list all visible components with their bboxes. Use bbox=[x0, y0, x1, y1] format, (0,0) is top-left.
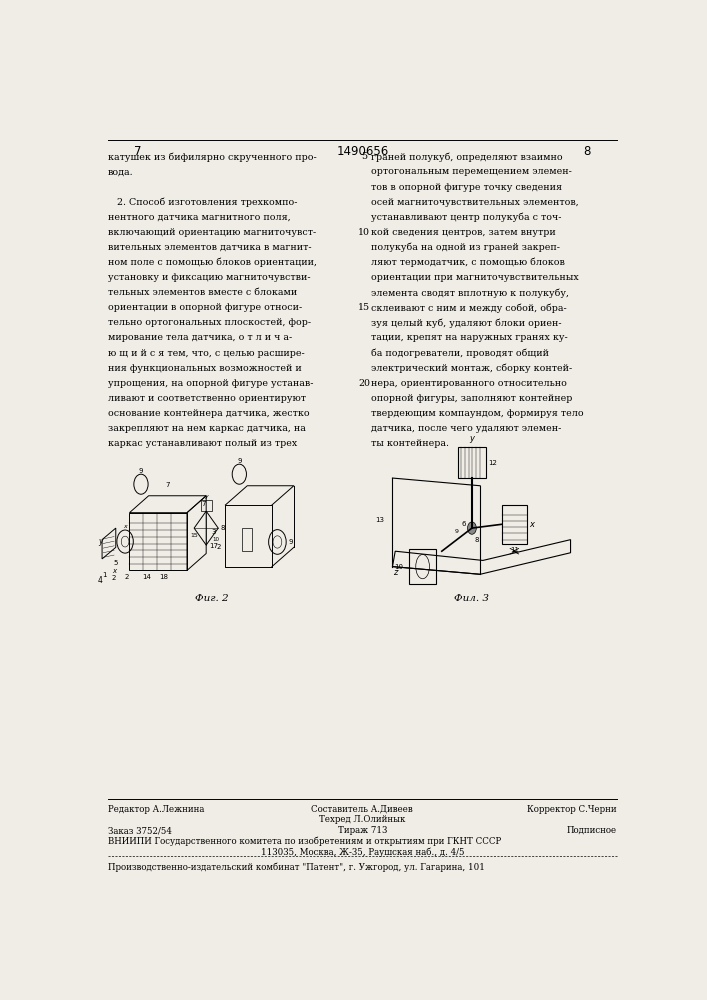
Text: ортогональным перемещением элемен-: ортогональным перемещением элемен- bbox=[370, 167, 571, 176]
Text: мирование тела датчика, о т л и ч а-: мирование тела датчика, о т л и ч а- bbox=[107, 333, 292, 342]
Text: 7: 7 bbox=[201, 501, 206, 507]
Text: y: y bbox=[204, 494, 208, 499]
Text: 20: 20 bbox=[358, 379, 370, 388]
Text: граней полукуб, определяют взаимно: граней полукуб, определяют взаимно bbox=[370, 152, 562, 162]
Text: 1490656: 1490656 bbox=[337, 145, 388, 158]
Text: ном поле с помощью блоков ориентации,: ном поле с помощью блоков ориентации, bbox=[107, 258, 317, 267]
Text: z: z bbox=[393, 568, 397, 577]
Text: ВНИИПИ Государственного комитета по изобретениям и открытиям при ГКНТ СССР: ВНИИПИ Государственного комитета по изоб… bbox=[107, 837, 501, 846]
Bar bbox=[201, 500, 211, 511]
Text: x: x bbox=[530, 520, 534, 529]
Text: каркас устанавливают полый из трех: каркас устанавливают полый из трех bbox=[107, 439, 297, 448]
Text: 2. Способ изготовления трехкомпо-: 2. Способ изготовления трехкомпо- bbox=[107, 198, 297, 207]
Text: полукуба на одной из граней закреп-: полукуба на одной из граней закреп- bbox=[370, 243, 559, 252]
Text: 10: 10 bbox=[358, 228, 370, 237]
Text: датчика, после чего удаляют элемен-: датчика, после чего удаляют элемен- bbox=[370, 424, 561, 433]
Text: ния функциональных возможностей и: ния функциональных возможностей и bbox=[107, 364, 301, 373]
Text: 15: 15 bbox=[358, 303, 370, 312]
Text: 2: 2 bbox=[124, 574, 129, 580]
Text: тации, крепят на наружных гранях ку-: тации, крепят на наружных гранях ку- bbox=[370, 333, 567, 342]
Text: y: y bbox=[469, 434, 474, 443]
Text: вода.: вода. bbox=[107, 167, 133, 176]
Text: x: x bbox=[112, 568, 117, 574]
Text: элемента сводят вплотную к полукубу,: элемента сводят вплотную к полукубу, bbox=[370, 288, 568, 298]
Text: Составитель А.Дивеев: Составитель А.Дивеев bbox=[312, 805, 413, 814]
Text: тельно ортогональных плоскостей, фор-: тельно ортогональных плоскостей, фор- bbox=[107, 318, 310, 327]
Text: 11: 11 bbox=[510, 547, 519, 553]
Text: 9: 9 bbox=[139, 468, 144, 474]
Text: ба подогреватели, проводят общий: ба подогреватели, проводят общий bbox=[370, 349, 549, 358]
Text: 5: 5 bbox=[361, 152, 367, 161]
Text: Фил. 3: Фил. 3 bbox=[455, 594, 489, 603]
Text: нера, ориентированного относительно: нера, ориентированного относительно bbox=[370, 379, 566, 388]
Text: 14: 14 bbox=[142, 574, 151, 580]
Text: ты контейнера.: ты контейнера. bbox=[370, 439, 448, 448]
Bar bbox=[129, 513, 187, 570]
Text: ориентации при магниточувствительных: ориентации при магниточувствительных bbox=[370, 273, 578, 282]
Bar bbox=[409, 549, 436, 584]
Text: ю щ и й с я тем, что, с целью расшире-: ю щ и й с я тем, что, с целью расшире- bbox=[107, 349, 304, 358]
Text: устанавливают центр полукуба с точ-: устанавливают центр полукуба с точ- bbox=[370, 213, 561, 222]
Text: склеивают с ним и между собой, обра-: склеивают с ним и между собой, обра- bbox=[370, 303, 566, 313]
Text: 4: 4 bbox=[98, 576, 103, 585]
Text: Подписное: Подписное bbox=[567, 826, 617, 835]
Text: x: x bbox=[123, 524, 127, 529]
Text: 10: 10 bbox=[213, 537, 220, 542]
Text: нентного датчика магнитного поля,: нентного датчика магнитного поля, bbox=[107, 213, 291, 222]
Text: 6: 6 bbox=[462, 521, 467, 527]
Text: 8: 8 bbox=[583, 145, 590, 158]
Text: установку и фиксацию магниточувстви-: установку и фиксацию магниточувстви- bbox=[107, 273, 310, 282]
Text: 9: 9 bbox=[237, 458, 242, 464]
Text: основание контейнера датчика, жестко: основание контейнера датчика, жестко bbox=[107, 409, 309, 418]
Text: вительных элементов датчика в магнит-: вительных элементов датчика в магнит- bbox=[107, 243, 311, 252]
Text: 9: 9 bbox=[454, 529, 458, 534]
Text: 18: 18 bbox=[160, 574, 168, 580]
Bar bbox=[242, 528, 252, 551]
Text: 8: 8 bbox=[474, 537, 479, 543]
Text: Корректор С.Черни: Корректор С.Черни bbox=[527, 805, 617, 814]
Circle shape bbox=[467, 522, 477, 534]
Text: Редактор А.Лежнина: Редактор А.Лежнина bbox=[107, 805, 204, 814]
Text: Техред Л.Олийнык: Техред Л.Олийнык bbox=[319, 815, 406, 824]
Text: упрощения, на опорной фигуре устанав-: упрощения, на опорной фигуре устанав- bbox=[107, 379, 313, 388]
Bar bbox=[502, 505, 527, 544]
Text: 7: 7 bbox=[134, 145, 141, 158]
Text: 3: 3 bbox=[211, 529, 216, 535]
Text: 10: 10 bbox=[395, 564, 404, 570]
Text: y: y bbox=[98, 537, 103, 546]
Text: 2: 2 bbox=[112, 575, 117, 581]
Text: 13: 13 bbox=[375, 517, 385, 523]
Text: включающий ориентацию магниточувст-: включающий ориентацию магниточувст- bbox=[107, 228, 316, 237]
Text: 7: 7 bbox=[165, 482, 170, 488]
Text: электрический монтаж, сборку контей-: электрический монтаж, сборку контей- bbox=[370, 364, 572, 373]
Text: 8: 8 bbox=[221, 525, 226, 531]
Text: 12: 12 bbox=[489, 460, 497, 466]
Text: ляют термодатчик, с помощью блоков: ляют термодатчик, с помощью блоков bbox=[370, 258, 564, 267]
Text: Заказ 3752/54: Заказ 3752/54 bbox=[107, 826, 171, 835]
Text: 17: 17 bbox=[209, 543, 218, 549]
Text: тов в опорной фигуре точку сведения: тов в опорной фигуре точку сведения bbox=[370, 183, 561, 192]
Text: 15: 15 bbox=[190, 533, 198, 538]
Text: Фиг. 2: Фиг. 2 bbox=[195, 594, 228, 603]
Text: закрепляют на нем каркас датчика, на: закрепляют на нем каркас датчика, на bbox=[107, 424, 305, 433]
Text: зуя целый куб, удаляют блоки ориен-: зуя целый куб, удаляют блоки ориен- bbox=[370, 318, 561, 328]
Text: осей магниточувствительных элементов,: осей магниточувствительных элементов, bbox=[370, 198, 578, 207]
Text: опорной фигуры, заполняют контейнер: опорной фигуры, заполняют контейнер bbox=[370, 394, 572, 403]
Text: Производственно-издательский комбинат "Патент", г. Ужгород, ул. Гагарина, 101: Производственно-издательский комбинат "П… bbox=[107, 862, 484, 872]
Text: 5: 5 bbox=[114, 560, 118, 566]
Text: 113035, Москва, Ж-35, Раушская наб., д. 4/5: 113035, Москва, Ж-35, Раушская наб., д. … bbox=[261, 848, 464, 857]
Text: тельных элементов вместе с блоками: тельных элементов вместе с блоками bbox=[107, 288, 297, 297]
Text: 1: 1 bbox=[103, 572, 107, 578]
Text: твердеющим компаундом, формируя тело: твердеющим компаундом, формируя тело bbox=[370, 409, 583, 418]
Text: 2: 2 bbox=[216, 544, 221, 550]
Text: Тираж 713: Тираж 713 bbox=[338, 826, 387, 835]
Text: ориентации в опорной фигуре относи-: ориентации в опорной фигуре относи- bbox=[107, 303, 302, 312]
Text: кой сведения центров, затем внутри: кой сведения центров, затем внутри bbox=[370, 228, 555, 237]
Text: катушек из бифилярно скрученного про-: катушек из бифилярно скрученного про- bbox=[107, 152, 316, 162]
Text: ливают и соответственно ориентируют: ливают и соответственно ориентируют bbox=[107, 394, 305, 403]
Text: 9: 9 bbox=[288, 539, 293, 545]
Bar bbox=[458, 447, 486, 478]
